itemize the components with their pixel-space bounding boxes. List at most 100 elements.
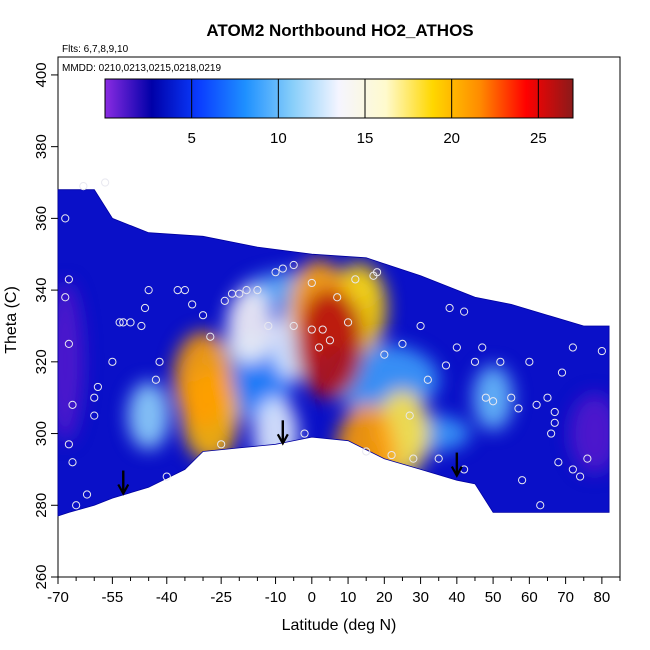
y-axis-label: Theta (C) (3, 286, 20, 354)
sample-point-76 (543, 393, 552, 402)
sample-point-41 (307, 278, 316, 288)
sample-point-80 (554, 458, 563, 467)
sample-point-8 (68, 458, 77, 467)
y-axis: 260 280 300 320 340 360 380 400 (33, 62, 58, 590)
sample-point-71 (514, 404, 523, 413)
sample-point-54 (398, 339, 407, 348)
colorbar: 5 10 15 20 25 (104, 78, 574, 147)
sample-point-79 (550, 418, 559, 427)
sample-point-26 (188, 300, 197, 309)
sample-point-22 (155, 357, 164, 366)
sample-point-47 (343, 318, 353, 327)
sample-point-55 (405, 411, 414, 420)
arrow-0 (117, 470, 130, 496)
x-tick-label-0: 0 (308, 589, 316, 606)
sample-point-59 (434, 454, 443, 463)
sample-point-65 (470, 357, 480, 366)
hotspot-1 (127, 381, 170, 450)
x-tick-label-70: 70 (557, 589, 574, 606)
dates-annotation: MMDD: 0210,0213,0215,0218,0219 (62, 63, 221, 74)
colorbar-tick-label-5: 5 (187, 130, 195, 147)
sample-point-45 (325, 336, 335, 345)
sample-point-27 (198, 311, 208, 320)
sample-point-58 (423, 375, 432, 384)
sample-point-17 (126, 318, 135, 327)
sample-point-49 (362, 447, 371, 456)
hotspot-8 (173, 331, 233, 428)
sample-point-1 (101, 178, 110, 187)
sample-point-75 (536, 501, 545, 510)
sample-point-78 (550, 407, 559, 417)
colorbar-tick-label-25: 25 (530, 130, 547, 147)
sample-point-84 (576, 472, 585, 481)
x-tick-label--25: -25 (210, 589, 232, 606)
y-tick-label-380: 380 (33, 134, 50, 159)
sample-point-60 (441, 361, 451, 370)
sample-point-30 (220, 296, 229, 305)
sample-point-32 (235, 289, 244, 298)
sample-point-19 (140, 303, 150, 313)
sample-point-82 (568, 343, 577, 352)
x-tick-label--55: -55 (102, 589, 124, 606)
sample-point-25 (180, 286, 190, 295)
arrow-2 (450, 452, 463, 478)
sample-point-3 (64, 275, 73, 284)
sample-point-29 (217, 440, 226, 449)
sample-point-7 (64, 440, 73, 449)
sample-point-35 (264, 321, 273, 331)
y-tick-label-280: 280 (33, 493, 50, 518)
sample-point-2 (61, 214, 70, 223)
sample-point-34 (253, 286, 262, 295)
sample-point-73 (525, 357, 534, 366)
x-tick-label--40: -40 (156, 589, 178, 606)
x-tick-label-30: 30 (412, 589, 429, 606)
sample-point-48 (351, 275, 360, 284)
sample-point-6 (68, 400, 77, 409)
sample-point-83 (568, 465, 577, 474)
sample-point-12 (90, 411, 99, 420)
x-tick-label-10: 10 (340, 589, 357, 606)
flight-arrows (117, 420, 463, 496)
sample-point-0 (79, 182, 88, 191)
x-tick-label-60: 60 (521, 589, 538, 606)
sample-point-52 (380, 350, 389, 359)
x-axis-label: Latitude (deg N) (282, 617, 397, 634)
y-tick-label-340: 340 (33, 278, 50, 303)
sample-point-15 (115, 318, 124, 327)
sample-point-74 (532, 400, 541, 409)
colorbar-tick-label-20: 20 (443, 130, 460, 147)
sample-point-37 (278, 264, 287, 273)
hotspot-10 (336, 403, 396, 500)
hotspot-4 (226, 287, 274, 365)
sample-point-51 (372, 268, 382, 277)
sample-point-11 (90, 393, 99, 402)
sample-point-61 (445, 303, 454, 313)
y-tick-label-360: 360 (33, 206, 50, 231)
sample-point-67 (481, 393, 490, 402)
sample-point-77 (547, 429, 556, 438)
colorbar-tick-label-10: 10 (270, 130, 287, 147)
sample-point-14 (108, 357, 117, 366)
sample-point-38 (289, 260, 298, 270)
y-tick-label-400: 400 (33, 62, 50, 87)
colorbar-scale (104, 78, 574, 119)
sample-point-68 (488, 397, 498, 406)
arrow-head-2 (450, 466, 463, 478)
y-tick-label-300: 300 (33, 421, 50, 446)
sample-point-86 (597, 346, 606, 356)
sample-point-18 (137, 321, 146, 331)
sample-point-13 (93, 382, 102, 392)
colorbar-tick-label-15: 15 (357, 130, 374, 147)
sample-point-57 (416, 321, 425, 331)
x-tick-label-50: 50 (485, 589, 502, 606)
sample-point-69 (496, 357, 505, 366)
sample-points (61, 178, 606, 510)
sample-point-56 (409, 454, 418, 463)
x-axis: -70 -55 -40 -25 -10 0 10 20 30 40 50 60 70 80 (47, 577, 621, 606)
sample-point-72 (518, 476, 527, 485)
x-tick-label-20: 20 (376, 589, 393, 606)
x-tick-label-80: 80 (594, 589, 611, 606)
sample-point-63 (459, 307, 469, 316)
sample-point-39 (289, 321, 298, 331)
